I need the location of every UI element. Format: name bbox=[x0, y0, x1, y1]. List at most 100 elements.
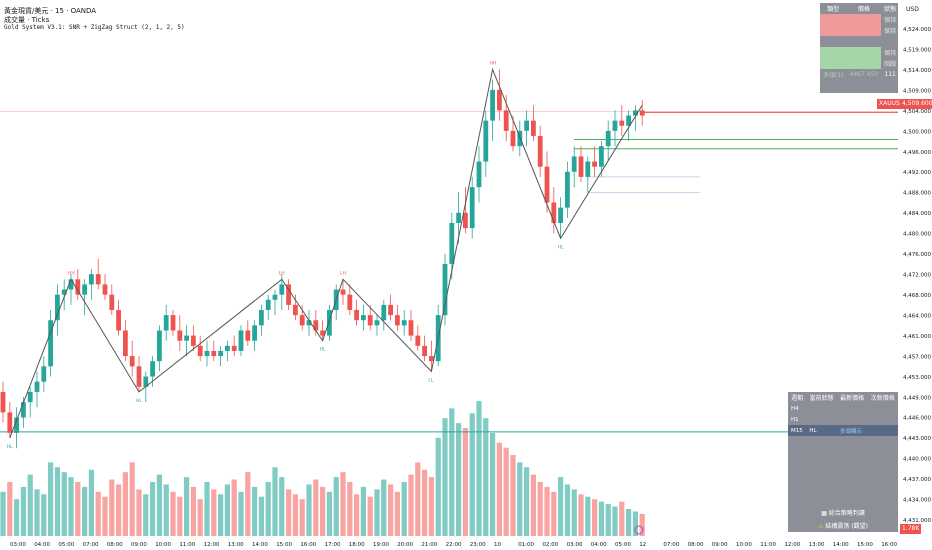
tf-prev bbox=[867, 447, 898, 458]
volume-bar bbox=[442, 418, 448, 536]
candle-body bbox=[354, 310, 359, 321]
tf-header-state: 當前狀態 bbox=[809, 395, 834, 402]
candle-body bbox=[633, 110, 638, 116]
volume-bar bbox=[592, 499, 598, 536]
y-tick-label: 4,468.000 bbox=[903, 293, 931, 299]
y-tick-label: 4,443.000 bbox=[903, 436, 931, 442]
y-tick-label: 4,446.000 bbox=[903, 416, 931, 422]
candle-body bbox=[605, 130, 611, 147]
volume-bar bbox=[197, 499, 203, 536]
candle-body bbox=[388, 304, 393, 316]
volume-bar bbox=[224, 484, 230, 536]
tf-period bbox=[788, 458, 806, 469]
volume-bar bbox=[190, 486, 196, 536]
tf-state bbox=[806, 414, 837, 425]
candle-body bbox=[14, 417, 19, 433]
volume-bar bbox=[68, 477, 74, 536]
candle-body bbox=[197, 345, 203, 357]
candle-body bbox=[320, 330, 325, 336]
volume-bar bbox=[61, 472, 67, 536]
volume-bar bbox=[578, 494, 584, 536]
tf-header-price: 最新價格 bbox=[840, 395, 865, 402]
volume-bar bbox=[449, 408, 455, 536]
status-state: 111 bbox=[884, 71, 896, 78]
status-type bbox=[820, 14, 847, 25]
x-tick-label: 07:00 bbox=[83, 542, 99, 548]
status-type bbox=[820, 25, 847, 36]
candle-body bbox=[279, 284, 285, 295]
candle-body bbox=[469, 187, 475, 229]
y-tick-label: 4,496.000 bbox=[903, 150, 931, 156]
volume-bar bbox=[408, 474, 414, 536]
volume-bar bbox=[326, 491, 332, 536]
candle-body bbox=[41, 366, 47, 382]
x-tick-label: 05:00 bbox=[58, 542, 74, 548]
volume-bar bbox=[136, 489, 142, 536]
candle-body bbox=[592, 161, 597, 167]
candle-body bbox=[252, 325, 257, 341]
volume-bar bbox=[496, 442, 502, 536]
candle-body bbox=[184, 335, 189, 341]
lightning-icon bbox=[634, 525, 644, 535]
volume-bar bbox=[258, 496, 264, 536]
volume-bar bbox=[585, 496, 591, 536]
candle-body bbox=[265, 299, 271, 311]
candle-body bbox=[381, 304, 387, 321]
status-type bbox=[820, 58, 847, 69]
x-tick-label: 04:00 bbox=[591, 542, 607, 548]
volume-bar bbox=[116, 484, 122, 536]
tf-row: M15 HL 多頭顯示 bbox=[788, 425, 898, 436]
y-tick-label: 4,509.000 bbox=[903, 88, 931, 94]
status-type bbox=[820, 47, 847, 58]
volume-bar bbox=[252, 486, 258, 536]
volume-bar bbox=[14, 499, 20, 536]
volume-bar bbox=[388, 484, 394, 536]
y-tick-label: 4,492.000 bbox=[903, 170, 931, 176]
status-header-state: 狀態 bbox=[884, 6, 897, 13]
status-price bbox=[846, 14, 882, 25]
price-axis bbox=[898, 0, 932, 550]
candle-body bbox=[21, 402, 26, 418]
y-tick-label: 4,453.000 bbox=[903, 375, 931, 381]
status-type bbox=[820, 36, 847, 47]
candle-body bbox=[306, 320, 312, 326]
candle-body bbox=[157, 330, 162, 362]
x-tick-label: 02:00 bbox=[542, 542, 558, 548]
candle-body bbox=[129, 356, 135, 367]
candle-body bbox=[177, 330, 183, 341]
strategy-summary-label: 綜合策略判讀 bbox=[828, 510, 865, 517]
x-tick-label: 11:00 bbox=[179, 542, 195, 548]
x-tick-label: 21:00 bbox=[421, 542, 437, 548]
zigzag-label: LL bbox=[428, 377, 434, 383]
candle-body bbox=[116, 310, 121, 331]
last-price-tag: 4,509.600 bbox=[900, 99, 932, 109]
status-panel: 類型 價格 狀態 保持 保持 保持 回踩 多頭(1) 4467.450 111 bbox=[820, 3, 898, 93]
x-tick-label: 04:00 bbox=[34, 542, 50, 548]
candle-body bbox=[497, 89, 502, 111]
x-tick-label: 09:00 bbox=[712, 542, 728, 548]
y-tick-label: 4,457.000 bbox=[903, 354, 931, 360]
candle-body bbox=[68, 279, 74, 290]
y-tick-label: 4,484.000 bbox=[903, 211, 931, 217]
x-tick-label: 22:00 bbox=[446, 542, 462, 548]
structure-status-label: 結構震荡 (觀望) bbox=[825, 523, 868, 530]
status-price bbox=[846, 47, 882, 58]
tf-price bbox=[837, 458, 868, 469]
structure-status: ⚠ 結構震荡 (觀望) bbox=[788, 521, 898, 530]
volume-bar bbox=[381, 479, 387, 536]
candle-body bbox=[537, 135, 543, 167]
volume-bar bbox=[422, 469, 428, 536]
y-tick-label: 4,449.000 bbox=[903, 395, 931, 401]
x-tick-label: 12:00 bbox=[204, 542, 220, 548]
y-tick-label: 4,472.000 bbox=[903, 273, 931, 279]
candle-body bbox=[75, 279, 81, 295]
volume-bar bbox=[177, 496, 183, 536]
candle-body bbox=[34, 381, 40, 392]
candle-body bbox=[544, 166, 550, 203]
x-tick-label: 10:00 bbox=[736, 542, 752, 548]
tf-row: H1 bbox=[788, 414, 898, 425]
volume-bar bbox=[428, 477, 434, 536]
candle-body bbox=[102, 284, 108, 295]
